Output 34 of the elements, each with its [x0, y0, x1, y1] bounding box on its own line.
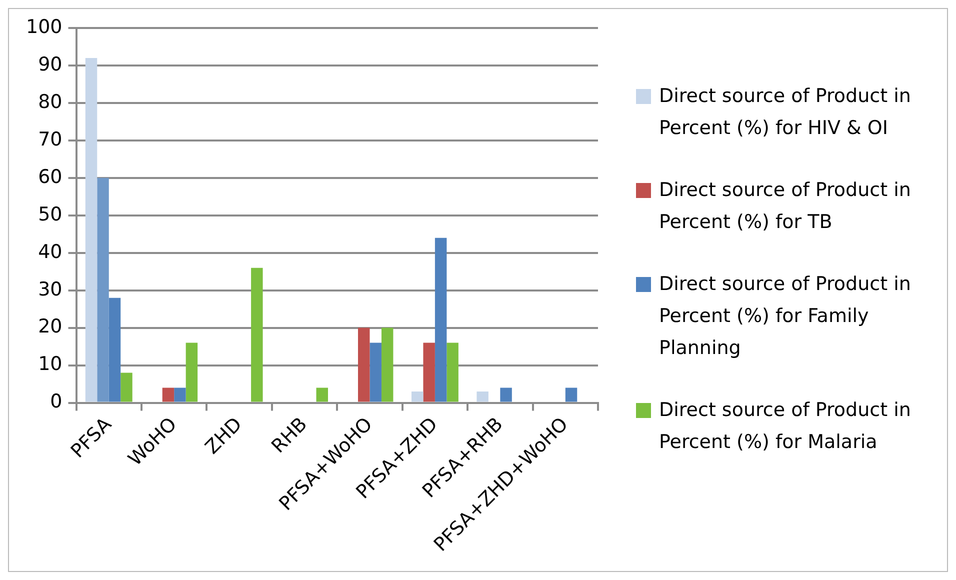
bar: [162, 388, 174, 402]
bar: [85, 58, 98, 402]
y-tick-label: 100: [26, 16, 62, 38]
bar: [186, 342, 198, 402]
y-tick-label: 70: [38, 128, 62, 150]
legend-label: Direct source of Product in Percent (%) for HIV & OI: [659, 84, 912, 141]
bar: [174, 388, 186, 402]
bar: [316, 388, 328, 402]
bar: [565, 388, 578, 402]
y-tick-label: 20: [38, 316, 62, 338]
bar: [423, 342, 435, 402]
legend-label: Direct source of Product in Percent (%) for TB: [659, 178, 912, 235]
bar: [434, 238, 447, 402]
y-tick-label: 60: [38, 166, 62, 188]
bar: [411, 392, 424, 402]
legend-label: Direct source of Product in Percent (%) for Malaria: [659, 398, 912, 455]
bar: [370, 342, 382, 402]
bar: [446, 342, 458, 402]
y-tick-label: 90: [38, 53, 62, 76]
y-tick-label: 50: [38, 203, 62, 226]
bar: [108, 298, 121, 402]
bar: [120, 372, 132, 402]
bar: [97, 178, 109, 402]
y-tick-label: 80: [38, 90, 62, 113]
legend-label: Direct source of Product in Percent (%) for Family Planning: [659, 272, 912, 361]
bar: [251, 268, 263, 402]
y-tick-label: 30: [38, 278, 62, 300]
y-tick-label: 10: [38, 353, 62, 376]
bar: [476, 392, 488, 402]
bar: [358, 328, 370, 402]
bar: [500, 388, 512, 402]
bar: [381, 328, 394, 402]
y-tick-label: 0: [50, 390, 62, 413]
y-tick-label: 40: [38, 240, 62, 263]
